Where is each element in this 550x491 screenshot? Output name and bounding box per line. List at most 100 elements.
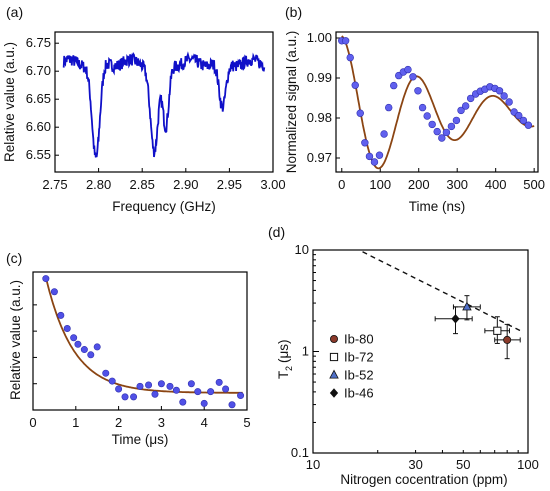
panel-d-legend-marker-3 — [329, 388, 339, 398]
panel-c-point-0 — [42, 275, 50, 283]
panel-d-marker-0 — [503, 335, 512, 344]
panel-b-point-2 — [346, 53, 354, 62]
panel-b-xtick-label-1: 100 — [369, 177, 391, 192]
panel-b-point-4 — [356, 109, 364, 117]
panel-a-xtick-label-4: 2.95 — [217, 177, 242, 192]
panel-c-point-5 — [74, 340, 82, 348]
panel-c-point-21 — [187, 380, 195, 388]
panel-b-point-35 — [505, 98, 513, 106]
panel-a-xtick-label-5: 3.00 — [260, 177, 285, 192]
panel-a-ytick-label-4: 6.75 — [26, 35, 51, 50]
panel-b-ytick-label-1: 0.98 — [307, 110, 332, 125]
panel-b-point-17 — [418, 103, 427, 112]
panel-d-ytick-label-0: 0.1 — [291, 445, 309, 460]
panel-a-ytick-label-2: 6.65 — [26, 91, 51, 106]
panel-c-point-28 — [237, 392, 245, 400]
panel-b-fit-curve — [341, 35, 535, 170]
panel-b-point-23 — [447, 122, 456, 131]
panel-b-point-7 — [370, 158, 379, 166]
panel-b-point-21 — [438, 134, 446, 142]
panel-d-ytick-label-2: 10 — [295, 242, 309, 257]
panel-b-point-6 — [365, 152, 374, 161]
panel-b-xtick-label-5: 500 — [523, 177, 545, 192]
panel-b-point-14 — [404, 65, 412, 74]
panel-a-xlabel: Frequency (GHz) — [112, 199, 216, 214]
panel-c-point-16 — [151, 390, 159, 398]
panel-b-point-33 — [495, 87, 504, 95]
panel-c-point-27 — [228, 401, 236, 409]
panel-c-point-3 — [63, 325, 71, 333]
panel-d-legend-label-0: Ib-80 — [344, 332, 374, 347]
panel-b-point-3 — [351, 81, 359, 89]
panel-c-point-4 — [70, 334, 78, 342]
panel-b-chart: 0 100 200 300 400 500 0.97 0.98 0.99 1.00 Time (… — [284, 30, 545, 214]
panel-c-ylabel: Relative value (a.u.) — [8, 280, 23, 400]
panel-b-ylabel: Normalized signal (a.u.) — [284, 31, 299, 174]
panel-d-ylabel-main: T — [276, 371, 291, 379]
panel-d-ytick-label-1: 1 — [302, 344, 309, 359]
panel-c-point-24 — [207, 388, 215, 396]
panel-c-point-8 — [93, 343, 101, 351]
panel-a-xtick-label-3: 2.90 — [173, 177, 198, 192]
panel-b-point-25 — [457, 106, 465, 115]
panel-d-xtick-label-3: 100 — [517, 457, 539, 472]
panel-c-point-14 — [136, 382, 144, 390]
panel-d-marker-2 — [462, 301, 472, 311]
panel-a-xtick-label-0: 2.75 — [42, 177, 67, 192]
panel-c-point-9 — [102, 369, 110, 377]
panel-b-point-9 — [380, 130, 388, 138]
panel-d-legend-label-3: Ib-46 — [344, 386, 374, 401]
panel-b-xtick-label-3: 300 — [446, 177, 468, 192]
panel-d-xtick-label-2: 50 — [456, 457, 470, 472]
panel-b-point-24 — [452, 116, 461, 125]
panel-c-point-17 — [157, 380, 165, 388]
panel-d-xtick-label-1: 30 — [408, 457, 422, 472]
panel-a-spectrum-line — [62, 51, 266, 158]
panel-d-point-ib-46 — [434, 306, 473, 335]
panel-c-point-2 — [57, 311, 65, 319]
panel-d-ylabel-sub: 2 — [284, 366, 294, 371]
panel-b-point-34 — [500, 92, 508, 100]
panel-b-point-37 — [515, 111, 523, 120]
panel-b-point-11 — [390, 81, 398, 90]
panel-c-point-11 — [115, 385, 123, 393]
panel-b-point-38 — [519, 116, 528, 125]
panel-c-point-12 — [121, 393, 129, 401]
panel-a-ylabel: Relative value (a.u.) — [2, 42, 17, 162]
panel-c-point-22 — [194, 388, 202, 396]
panel-d-point-ib-80 — [494, 323, 521, 360]
panel-d-chart: 10 30 50 100 0.1 1 10 Ib-80 Ib-72 Ib-52 Ib-46 Ni… — [276, 242, 539, 487]
panel-b-ytick-label-0: 0.97 — [307, 150, 332, 165]
panel-b-xtick-label-0: 0 — [338, 177, 345, 192]
panel-c-xtick-label-2: 2 — [115, 415, 122, 430]
panel-d-legend: Ib-80 Ib-72 Ib-52 Ib-46 — [329, 332, 374, 401]
panel-d-legend-marker-2 — [329, 369, 339, 379]
panel-b-frame — [335, 31, 539, 173]
panel-a-xtick-label-2: 2.85 — [130, 177, 155, 192]
panel-b-xtick-label-2: 200 — [408, 177, 430, 192]
panel-c-xtick-label-1: 1 — [72, 415, 79, 430]
panel-label-c: (c) — [6, 250, 22, 266]
panel-a-ytick-label-3: 6.70 — [26, 63, 51, 78]
panel-c-point-23 — [200, 399, 208, 407]
panel-d-xlabel: Nitrogen cocentration (ppm) — [340, 472, 507, 487]
panel-c-point-1 — [50, 288, 58, 296]
panel-label-d: (d) — [268, 224, 285, 240]
panel-d-point-ib-72 — [484, 316, 510, 344]
panel-b-point-15 — [409, 73, 417, 81]
panel-c-xtick-label-0: 0 — [29, 415, 36, 430]
panel-c-point-10 — [108, 377, 116, 385]
panel-d-legend-marker-0 — [329, 334, 338, 343]
panel-b-point-16 — [414, 87, 422, 95]
panel-label-a: (a) — [6, 4, 23, 20]
panel-b-point-18 — [423, 112, 431, 120]
panel-b-point-20 — [433, 127, 441, 136]
panel-c-point-19 — [172, 386, 180, 394]
panel-d-legend-marker-1 — [329, 352, 339, 362]
panel-c-point-25 — [215, 378, 223, 386]
panel-d-trend-line — [362, 251, 524, 333]
panel-d-ylabel-unit: (μs) — [276, 339, 291, 363]
panel-b-point-27 — [466, 94, 475, 103]
panel-b-point-19 — [428, 120, 436, 129]
